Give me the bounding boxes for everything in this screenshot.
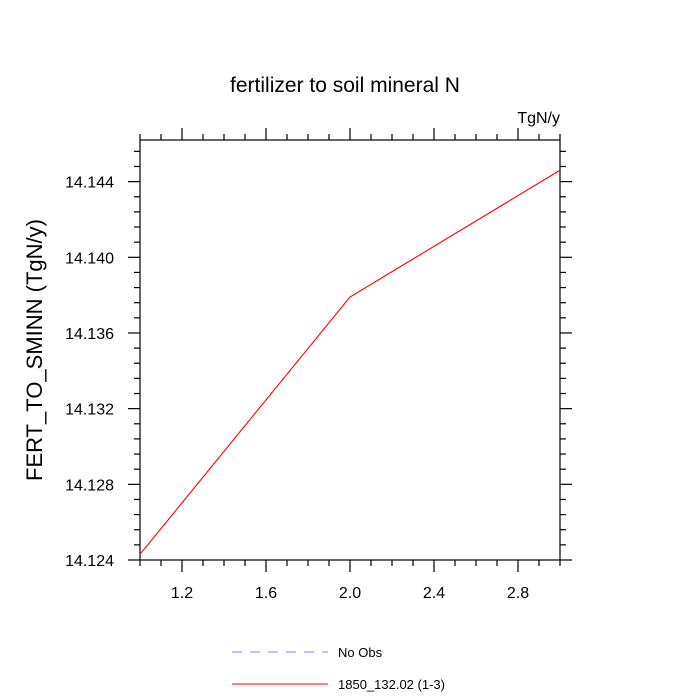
x-tick-label: 2.0 (339, 585, 361, 602)
y-axis-label: FERT_TO_SMINN (TgN/y) (22, 219, 47, 481)
plot-frame (139, 139, 561, 561)
y-tick-label: 14.132 (65, 402, 114, 419)
x-tick-label: 1.2 (171, 585, 193, 602)
x-tick-label: 2.4 (423, 585, 445, 602)
x-tick-label: 1.6 (255, 585, 277, 602)
series-line (139, 169, 561, 555)
x-tick-label: 2.8 (507, 585, 529, 602)
chart-title: fertilizer to soil mineral N (230, 74, 460, 97)
axis-tick-labels: 1.2 1.6 2.0 2.4 2.8 14.124 14.128 14.132 14.136 1… (65, 175, 529, 602)
y-tick-label: 14.140 (65, 250, 114, 267)
legend-label: 1850_132.02 (1-3) (338, 677, 445, 692)
y-tick-label: 14.124 (65, 553, 114, 570)
axis-ticks (128, 128, 572, 572)
units-label: TgN/y (517, 110, 560, 127)
y-tick-label: 14.136 (65, 326, 114, 343)
legend-label: No Obs (338, 645, 383, 660)
y-tick-label: 14.144 (65, 175, 114, 192)
legend: No Obs 1850_132.02 (1-3) (232, 645, 445, 692)
y-tick-label: 14.128 (65, 477, 114, 494)
data-series (139, 169, 561, 555)
